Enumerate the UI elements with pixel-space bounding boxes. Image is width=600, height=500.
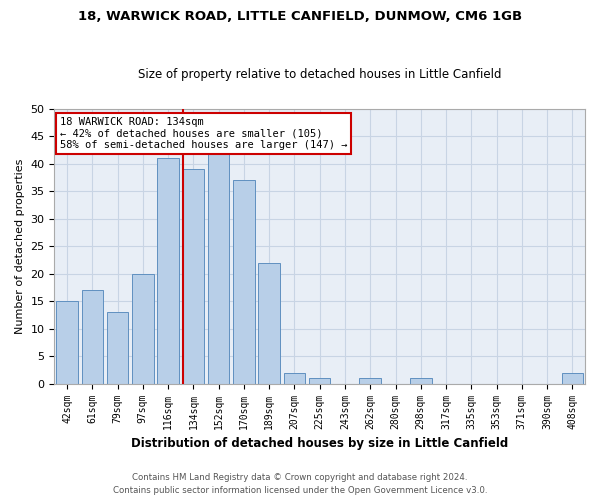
Bar [56,301,78,384]
Text: 18 WARWICK ROAD: 134sqm
← 42% of detached houses are smaller (105)
58% of semi-d: 18 WARWICK ROAD: 134sqm ← 42% of detache… [60,117,347,150]
Bar [157,158,179,384]
Bar [233,180,254,384]
Bar [259,262,280,384]
Y-axis label: Number of detached properties: Number of detached properties [15,158,25,334]
Bar [309,378,331,384]
X-axis label: Distribution of detached houses by size in Little Canfield: Distribution of detached houses by size … [131,437,508,450]
Bar [132,274,154,384]
Bar [562,372,583,384]
Bar [82,290,103,384]
Bar [107,312,128,384]
Bar [208,152,229,384]
Title: Size of property relative to detached houses in Little Canfield: Size of property relative to detached ho… [138,68,502,81]
Bar [284,372,305,384]
Bar [410,378,431,384]
Bar [359,378,381,384]
Text: 18, WARWICK ROAD, LITTLE CANFIELD, DUNMOW, CM6 1GB: 18, WARWICK ROAD, LITTLE CANFIELD, DUNMO… [78,10,522,23]
Bar [182,169,204,384]
Text: Contains HM Land Registry data © Crown copyright and database right 2024.
Contai: Contains HM Land Registry data © Crown c… [113,474,487,495]
